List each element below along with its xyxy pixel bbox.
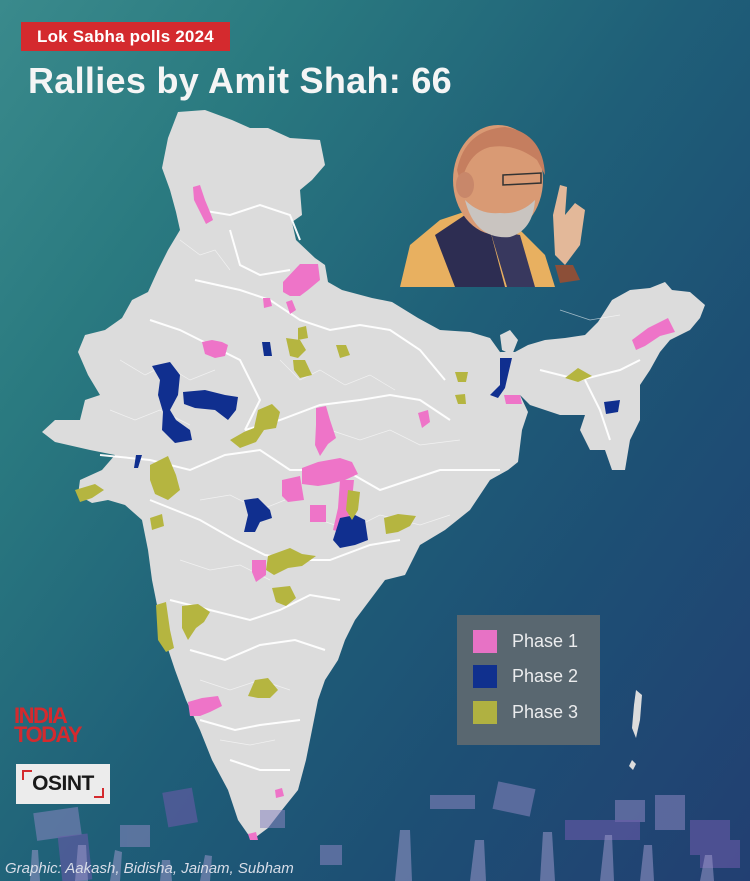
osint-text: OSINT: [32, 772, 94, 795]
phase1-swatch: [473, 629, 497, 653]
page-title: Rallies by Amit Shah: 66: [28, 60, 452, 101]
crowd-silhouette-decoration: [30, 781, 740, 881]
phase1-regions: [188, 185, 675, 840]
legend-label: Phase 2: [512, 665, 579, 686]
graphic-credit: Graphic: Aakash, Bidisha, Jainam, Subham: [5, 860, 294, 877]
corner-bracket-icon: [22, 770, 32, 780]
legend-item-phase2: Phase 2: [473, 664, 578, 688]
osint-logo: OSINT: [16, 764, 110, 804]
phase2-regions: [134, 342, 620, 548]
logo-line2: TODAY: [14, 722, 83, 747]
india-landmass: [42, 110, 705, 840]
legend: Phase 1 Phase 2 Phase 3: [457, 615, 600, 745]
top-tag: Lok Sabha polls 2024: [21, 22, 230, 51]
legend-label: Phase 3: [512, 701, 579, 722]
india-today-logo: INDIA TODAY: [14, 703, 83, 747]
phase2-swatch: [473, 664, 497, 688]
amit-shah-portrait: [400, 125, 585, 287]
legend-item-phase3: Phase 3: [473, 700, 578, 724]
logo-line1: INDIA: [14, 703, 68, 728]
phase3-regions: [75, 326, 592, 698]
legend-label: Phase 1: [512, 630, 579, 651]
phase3-swatch: [473, 700, 497, 724]
legend-item-phase1: Phase 1: [473, 629, 578, 653]
corner-bracket-icon: [94, 788, 104, 798]
